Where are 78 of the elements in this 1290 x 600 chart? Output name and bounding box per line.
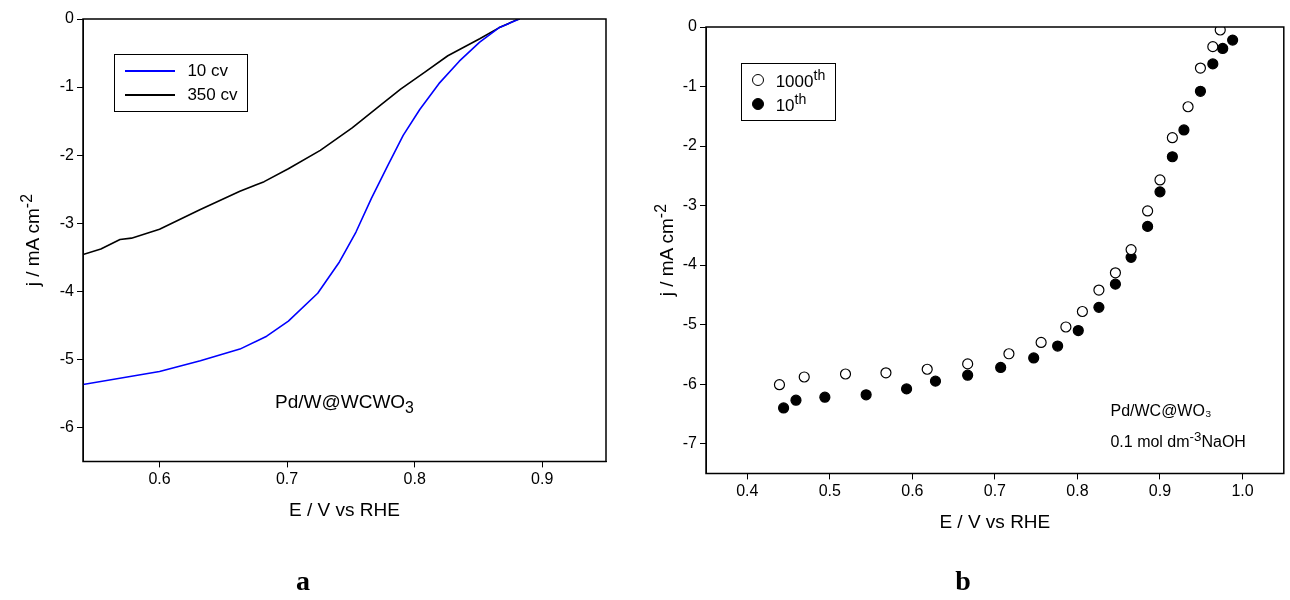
point xyxy=(1166,132,1178,144)
point xyxy=(900,383,913,395)
point xyxy=(1182,101,1194,113)
point xyxy=(1217,42,1229,55)
point xyxy=(1142,205,1154,217)
point xyxy=(1109,267,1122,279)
y-tick-label: 0 xyxy=(688,17,698,35)
annotation: 0.1 mol dm$^{-3}$NaOH xyxy=(1110,428,1246,452)
point xyxy=(1076,305,1088,318)
point xyxy=(1028,352,1040,364)
annotation: Pd/WC@WO₃ xyxy=(1110,401,1212,420)
point xyxy=(1194,85,1207,97)
x-tick-label: 0.9 xyxy=(531,470,554,488)
point xyxy=(839,368,852,380)
y-tick-label: -1 xyxy=(59,77,75,95)
point xyxy=(921,363,933,375)
y-tick-label: -6 xyxy=(682,374,698,392)
point xyxy=(1035,336,1047,349)
x-tick-label: 0.7 xyxy=(983,482,1007,500)
x-tick-label: 0.4 xyxy=(736,482,759,500)
y-tick-label: -2 xyxy=(59,145,75,163)
point xyxy=(1154,174,1166,186)
point xyxy=(1072,324,1084,337)
point xyxy=(1154,186,1166,198)
point xyxy=(1125,244,1137,256)
point xyxy=(995,361,1007,374)
x-tick-label: 0.6 xyxy=(901,482,924,500)
point xyxy=(860,389,872,401)
point xyxy=(929,375,942,387)
point xyxy=(1194,62,1207,74)
point xyxy=(777,402,790,414)
point xyxy=(1003,348,1015,360)
x-tick-label: 1.0 xyxy=(1231,482,1254,500)
x-axis-title: E / V vs RHE xyxy=(939,511,1051,534)
point xyxy=(1093,301,1105,313)
point xyxy=(880,367,892,379)
legend-label: 10 cv xyxy=(187,61,229,82)
text: b xyxy=(955,565,971,597)
legend-label: 10$^{th}$ xyxy=(775,91,807,117)
x-tick-label: 0.8 xyxy=(1066,482,1089,500)
point xyxy=(1227,34,1239,46)
point xyxy=(962,358,974,370)
legend-label: 350 cv xyxy=(187,85,238,106)
point xyxy=(1214,27,1226,36)
text: a xyxy=(296,565,310,597)
point xyxy=(773,379,786,391)
y-tick-label: 0 xyxy=(65,9,75,27)
x-tick-label: 0.5 xyxy=(818,482,842,500)
y-tick-label: -6 xyxy=(59,417,75,435)
x-axis-title: E / V vs RHE xyxy=(289,499,400,522)
point xyxy=(1109,278,1122,290)
point xyxy=(962,369,974,381)
point xyxy=(1207,41,1219,53)
x-tick-label: 0.8 xyxy=(403,470,426,488)
y-tick-label: -2 xyxy=(682,136,698,154)
y-tick-label: -3 xyxy=(682,195,698,213)
y-tick-label: -7 xyxy=(682,434,698,452)
y-tick-label: -5 xyxy=(682,315,698,333)
x-tick-label: 0.6 xyxy=(148,470,171,488)
y-tick-label: -4 xyxy=(682,255,698,273)
legend-label: 1000$^{th}$ xyxy=(775,67,826,93)
point xyxy=(790,394,802,406)
point xyxy=(1052,340,1064,352)
annotation: Pd/W@WCWO$_{3}$ xyxy=(275,390,414,417)
point xyxy=(1166,151,1178,163)
point xyxy=(1060,321,1072,333)
y-tick-label: -4 xyxy=(59,281,75,299)
point xyxy=(798,371,810,383)
point xyxy=(1093,284,1105,296)
point xyxy=(1207,58,1219,70)
point xyxy=(1178,124,1190,136)
y-tick-label: -1 xyxy=(682,76,698,94)
point xyxy=(819,391,831,403)
x-tick-label: 0.9 xyxy=(1148,482,1172,500)
x-tick-label: 0.7 xyxy=(275,470,299,488)
y-tick-label: -3 xyxy=(59,213,75,231)
point xyxy=(1142,220,1154,232)
y-tick-label: -5 xyxy=(59,349,75,367)
